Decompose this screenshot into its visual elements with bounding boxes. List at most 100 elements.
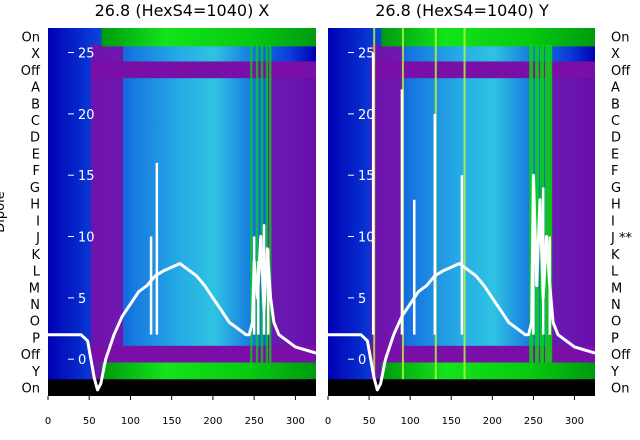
xtick-label: 150 (162, 416, 181, 427)
overlay-ytick-label: 20 (358, 108, 375, 123)
y-axis-label: Dipole (0, 191, 8, 232)
heatmap-stripe (260, 44, 264, 363)
xtick-label: 150 (442, 416, 461, 427)
row-label: B (31, 97, 40, 112)
row-label: O (611, 315, 621, 330)
heatmap-row-y (101, 28, 316, 47)
chart-title-x: 26.8 (HexS4=1040) X (95, 1, 270, 20)
heatmap-stripe (539, 44, 544, 363)
heatmap-band-left (90, 44, 124, 380)
heatmap-stripe (268, 44, 272, 363)
heatmap-stripe (544, 44, 549, 363)
heatmap-band-right (546, 61, 595, 363)
row-label: K (31, 248, 40, 263)
xtick-label: 0 (45, 416, 51, 427)
row-label: C (31, 114, 40, 129)
heatmap-stripe (255, 44, 259, 363)
xtick-label: 300 (286, 416, 305, 427)
xtick-label: 0 (325, 416, 331, 427)
row-label: D (30, 131, 40, 146)
row-label: J ** (610, 231, 632, 246)
heatmap-row-off-top (370, 61, 595, 79)
row-label: O (30, 315, 40, 330)
overlay-ytick-label: 5 (78, 292, 86, 307)
row-label: M (29, 281, 40, 296)
row-label: K (611, 248, 620, 263)
row-label: Y (31, 365, 40, 380)
row-label: G (30, 181, 40, 196)
heatmap-row-off-top (90, 61, 316, 79)
row-label: On (611, 382, 629, 397)
xtick-label: 50 (83, 416, 96, 427)
overlay-ytick-label: 20 (78, 108, 95, 123)
heatmap-row-off-bottom (90, 345, 316, 363)
heatmap-stripe (529, 44, 534, 363)
row-label: M (611, 281, 622, 296)
heatmap-row-x (381, 362, 595, 380)
row-label: J (35, 231, 40, 246)
row-label: N (611, 298, 621, 313)
xtick-label: 200 (483, 416, 502, 427)
row-label: On (611, 30, 629, 45)
overlay-ytick-label: 5 (358, 292, 366, 307)
heatmap-row-y (381, 28, 595, 47)
row-label: E (611, 147, 619, 162)
row-label: F (33, 164, 40, 179)
row-label: Y (610, 365, 619, 380)
overlay-ytick-label: 15 (358, 169, 375, 184)
row-label: B (611, 97, 620, 112)
row-label: H (30, 198, 40, 213)
row-label: On (22, 382, 40, 397)
heatmap-stripe (463, 28, 466, 380)
row-label: X (31, 47, 40, 62)
row-label: On (22, 30, 40, 45)
chart-title-y: 26.8 (HexS4=1040) Y (375, 1, 549, 20)
heatmap-row-on-bottom (328, 379, 595, 396)
row-label: Off (21, 348, 41, 363)
overlay-ytick-label: 0 (358, 353, 366, 368)
row-label: Off (21, 64, 41, 79)
heatmap-row-off-bottom (370, 345, 595, 363)
row-label: X (611, 47, 620, 62)
xtick-label: 50 (363, 416, 376, 427)
row-label: A (611, 81, 620, 96)
row-label: L (611, 265, 619, 280)
xtick-label: 250 (524, 416, 543, 427)
row-label: Off (611, 348, 631, 363)
overlay-ytick-label: 15 (78, 169, 95, 184)
row-label: G (611, 181, 621, 196)
overlay-ytick-label: 25 (358, 47, 375, 62)
heatmap-stripe (548, 44, 553, 363)
heatmap-stripe (535, 44, 540, 363)
heatmap-row-on-bottom (48, 379, 316, 396)
heatmap-stripe (265, 44, 269, 363)
row-label: I (611, 214, 615, 229)
heatmap-stripe (250, 44, 253, 363)
row-label: E (32, 147, 40, 162)
row-label: D (611, 131, 621, 146)
row-label: H (611, 198, 621, 213)
row-label: Off (611, 64, 631, 79)
overlay-ytick-label: 10 (78, 231, 95, 246)
xtick-label: 250 (245, 416, 264, 427)
xtick-label: 100 (401, 416, 420, 427)
overlay-ytick-label: 0 (78, 353, 86, 368)
heatmap-band-right (267, 61, 316, 363)
heatmap-band-left (370, 44, 403, 380)
overlay-ytick-label: 25 (78, 47, 95, 62)
xtick-label: 200 (203, 416, 222, 427)
row-label: I (36, 214, 40, 229)
row-label: P (611, 331, 619, 346)
overlay-ytick-label: 10 (358, 231, 375, 246)
row-label: L (33, 265, 41, 280)
xtick-label: 300 (565, 416, 584, 427)
row-label: P (32, 331, 40, 346)
xtick-label: 100 (121, 416, 140, 427)
row-label: F (611, 164, 618, 179)
row-label: C (611, 114, 620, 129)
row-label: A (31, 81, 40, 96)
row-label: N (30, 298, 40, 313)
